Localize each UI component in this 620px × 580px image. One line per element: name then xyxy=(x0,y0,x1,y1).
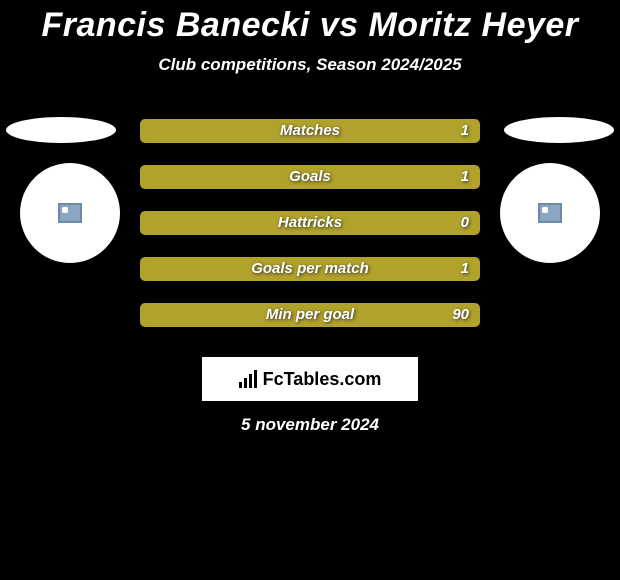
image-placeholder-icon xyxy=(58,203,82,223)
player1-avatar xyxy=(20,163,120,263)
stat-row: Min per goal 90 xyxy=(140,303,480,327)
stat-value-right: 0 xyxy=(461,214,469,231)
player1-flag xyxy=(6,117,116,143)
stat-value-right: 1 xyxy=(461,122,469,139)
player2-avatar xyxy=(500,163,600,263)
subtitle: Club competitions, Season 2024/2025 xyxy=(0,55,620,75)
stat-label: Goals xyxy=(141,168,479,185)
stat-label: Hattricks xyxy=(141,214,479,231)
image-placeholder-icon xyxy=(538,203,562,223)
brand-name: FcTables.com xyxy=(263,369,382,390)
stat-label: Matches xyxy=(141,122,479,139)
chart-icon xyxy=(239,370,257,388)
page-title: Francis Banecki vs Moritz Heyer xyxy=(0,0,620,45)
brand-logo[interactable]: FcTables.com xyxy=(202,357,418,401)
stat-value-right: 1 xyxy=(461,260,469,277)
stat-row: Hattricks 0 xyxy=(140,211,480,235)
stat-value-right: 90 xyxy=(452,306,469,323)
stat-value-right: 1 xyxy=(461,168,469,185)
stat-row: Matches 1 xyxy=(140,119,480,143)
stat-label: Min per goal xyxy=(141,306,479,323)
stat-row: Goals per match 1 xyxy=(140,257,480,281)
stat-row: Goals 1 xyxy=(140,165,480,189)
player2-flag xyxy=(504,117,614,143)
stat-label: Goals per match xyxy=(141,260,479,277)
date-text: 5 november 2024 xyxy=(0,415,620,435)
stat-rows: Matches 1 Goals 1 Hattricks 0 Goals per … xyxy=(140,119,480,349)
